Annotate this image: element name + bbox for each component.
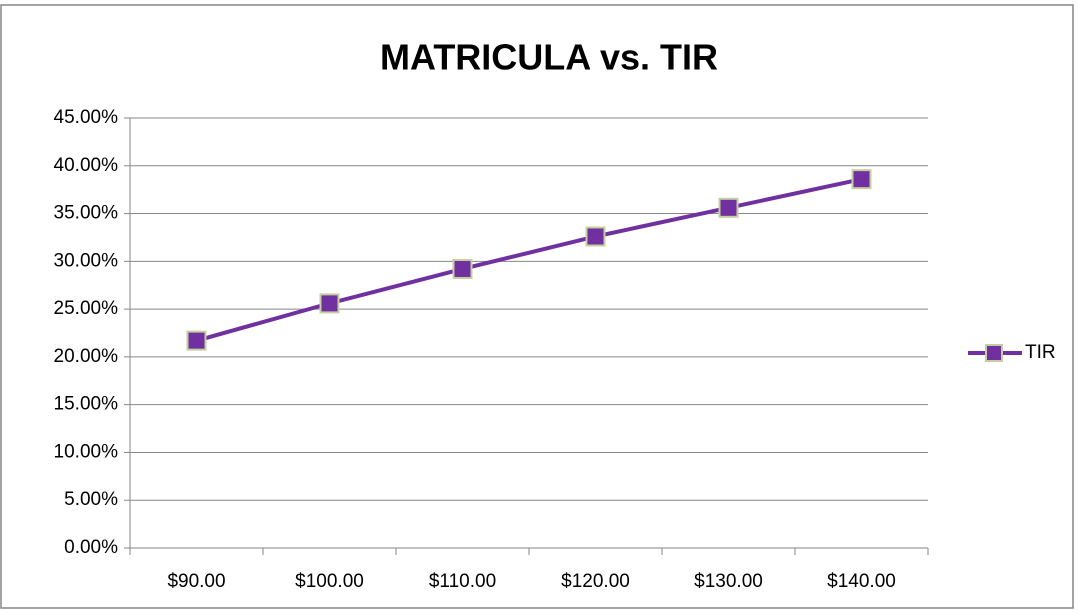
point-marker: [452, 258, 473, 279]
x-tick-label: $90.00: [167, 571, 225, 592]
chart-border: [0, 4, 1074, 609]
y-tick-label: 0.00%: [64, 537, 118, 558]
y-tick-label: 30.00%: [54, 250, 119, 271]
y-tick-label: 20.00%: [54, 346, 119, 367]
point-marker: [851, 169, 872, 190]
x-tick-label: $140.00: [827, 571, 896, 592]
point-marker: [718, 197, 739, 218]
x-tick-label: $130.00: [694, 571, 763, 592]
series-line: [195, 177, 862, 343]
x-tick-label: $100.00: [295, 571, 364, 592]
legend-marker: [985, 344, 1003, 362]
y-tick-label: 10.00%: [54, 441, 119, 462]
point-marker: [186, 330, 207, 351]
y-tick-label: 25.00%: [54, 298, 119, 319]
y-tick-label: 45.00%: [54, 107, 119, 128]
legend-label: TIR: [1025, 342, 1056, 363]
y-tick-label: 15.00%: [54, 394, 119, 415]
point-marker: [319, 293, 340, 314]
y-tick-label: 40.00%: [54, 155, 119, 176]
chart-title: MATRICULA vs. TIR: [380, 37, 718, 78]
x-tick-label: $110.00: [429, 571, 496, 592]
x-tick-label: $120.00: [561, 571, 630, 592]
point-marker: [585, 226, 606, 247]
y-tick-label: 5.00%: [64, 489, 118, 510]
y-tick-label: 35.00%: [54, 203, 119, 224]
